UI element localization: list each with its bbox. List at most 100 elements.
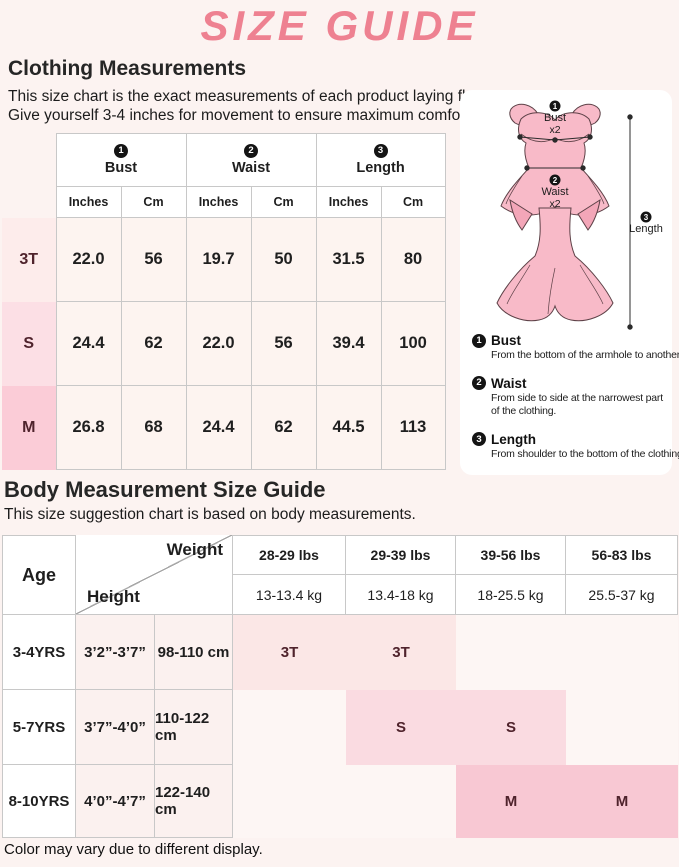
table-cell: 80 [380,217,446,302]
height-ft-cell: 3’7”-4’0” [76,690,155,765]
table-cell: 44.5 [315,385,382,470]
weight-kg-header: 13.4-18 kg [346,575,456,615]
height-header-label: Height [87,587,140,606]
diagram-length-label: Length [629,223,663,235]
legend-waist-title: Waist [491,375,527,391]
table-cell: 68 [120,385,187,470]
page-title: SIZE GUIDE [200,2,479,49]
badge-3-icon: 3 [373,144,388,158]
unit-header: Cm [250,186,317,218]
legend-badge-1-icon: 1 [472,333,486,348]
table-cell: 24.4 [55,301,122,386]
clothing-measurements-heading: Clothing Measurements [8,57,247,80]
size-result-cell [566,615,678,690]
table-cell: 19.7 [185,217,252,302]
badge-1-icon: 1 [114,144,128,158]
size-result-cell: M [456,765,566,838]
table-cell: 24.4 [185,385,252,470]
height-ft-cell: 4’0”-4’7” [76,765,155,838]
size-label-3t: 3T [2,217,56,302]
weight-height-diagonal-cell: Weight Height [76,535,233,615]
table-cell: 50 [250,217,317,302]
diagram-badge-1-icon [549,100,561,112]
body-measurement-heading: Body Measurement Size Guide [4,477,326,502]
legend-waist-description: From side to side at the narrowest part … [491,391,663,418]
clothing-description-line-1: This size chart is the exact measurement… [8,88,483,105]
dress-peplum [500,167,610,216]
size-label-m: M [2,385,56,470]
table-cell: 56 [120,217,187,302]
size-result-cell [456,615,566,690]
clothing-measurements-table: 1 Bust 2 Waist 3 Length Inches Cm Inches Cm… [2,133,446,470]
diagram-waist-label: Waist [541,186,568,198]
diagram-badge-1-number: 1 [553,102,558,111]
age-cell: 5-7YRS [2,690,76,765]
table-row-s: S 24.4 62 22.0 56 39.4 100 [2,301,446,386]
table-corner-cell [2,134,56,218]
height-ft-cell: 3’2”-3’7” [76,615,155,690]
table-cell: 22.0 [185,301,252,386]
diagram-waist-multiplier: x2 [549,198,560,210]
table-cell: 56 [250,301,317,386]
badge-2-icon: 2 [244,144,259,158]
weight-kg-header: 25.5-37 kg [566,575,678,615]
height-cm-cell: 98-110 cm [155,615,233,690]
table-unit-header-row: Inches Cm Inches Cm Inches Cm [2,186,446,218]
height-cm-cell: 110-122 cm [155,690,233,765]
diagram-legend: 1 Bust From the bottom of the armhole to … [460,333,679,462]
diagram-badge-3-icon [640,211,652,223]
diagram-bust-label: Bust [544,112,566,124]
unit-header: Cm [380,186,446,218]
legend-item-bust: 1 Bust From the bottom of the armhole to … [472,333,679,363]
size-result-cell: 3T [346,615,456,690]
mermaid-dress-diagram: 1 Bust x2 2 Waist x2 3 Length [496,100,663,330]
diagram-bust-multiplier: x2 [549,124,560,136]
legend-length-description: From shoulder to the bottom of the cloth… [491,447,679,460]
age-cell: 3-4YRS [2,615,76,690]
table-cell: 39.4 [315,301,382,386]
unit-header: Cm [120,186,187,218]
bust-group-label: Bust [104,160,138,176]
diagram-badge-2-number: 2 [553,176,558,185]
dress-side-sashes [509,198,601,231]
table-row-m: M 26.8 68 24.4 62 44.5 113 [2,385,446,470]
size-result-cell [346,765,456,838]
age-header-cell: Age [2,535,76,615]
legend-item-length: 3 Length From shoulder to the bottom of t… [472,431,679,462]
legend-length-title: Length [491,431,536,447]
bust-column-group: 1 Bust [55,133,187,187]
size-result-cell [233,765,346,838]
size-label-s: S [2,301,56,386]
height-cm-cell: 122-140 cm [155,765,233,838]
size-result-cell [566,690,678,765]
unit-header: Inches [315,186,382,218]
table-cell: 62 [250,385,317,470]
table-cell: 62 [120,301,187,386]
dress-tail [496,207,614,322]
legend-bust-title: Bust [491,333,521,348]
size-result-cell: M [566,765,678,838]
size-result-cell [233,690,346,765]
weight-header-label: Weight [166,540,223,559]
table-cell: 22.0 [55,217,122,302]
clothing-description-line-2: Give yourself 3-4 inches for movement to… [8,107,475,124]
legend-badge-2-icon: 2 [472,376,486,391]
weight-kg-header: 13-13.4 kg [233,575,346,615]
diagram-badge-3-number: 3 [644,213,649,222]
size-result-cell: S [456,690,566,765]
age-cell: 8-10YRS [2,765,76,838]
length-group-label: Length [356,160,405,176]
waist-group-label: Waist [231,160,271,176]
weight-lbs-header: 56-83 lbs [566,535,678,575]
legend-badge-3-icon: 3 [472,432,486,447]
measurement-diagram-card: 1 Bust x2 2 Waist x2 3 Length 1 Bust From… [460,90,679,475]
legend-bust-description: From the bottom of the armhole to anothe… [491,349,679,361]
body-measurement-table: Age Weight Height 28-29 lbs 29-39 lbs 39… [2,535,678,838]
table-row-3t: 3T 22.0 56 19.7 50 31.5 80 [2,217,446,302]
clothing-measurements-description: This size chart is the exact measurement… [8,87,483,125]
table-cell: 113 [380,385,446,470]
table-cell: 100 [380,301,446,386]
table-group-header-row: 1 Bust 2 Waist 3 Length [2,133,446,187]
weight-lbs-header: 28-29 lbs [233,535,346,575]
